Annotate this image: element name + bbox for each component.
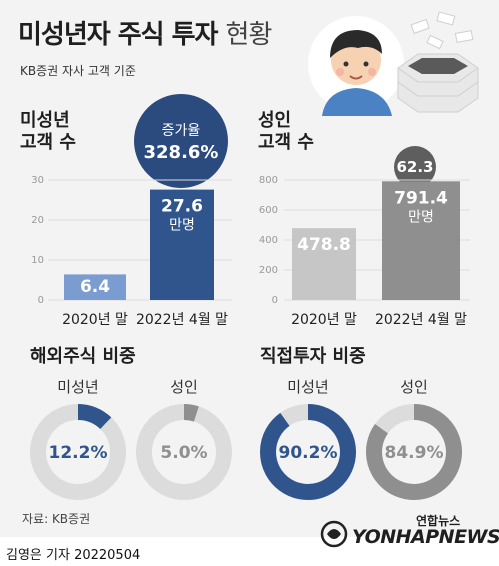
title-main: 미성년자 주식 투자 [18, 20, 218, 50]
minor-bar [64, 274, 126, 300]
direct-donut-value: 84.9% [385, 443, 444, 463]
minor-ytick-label: 10 [31, 255, 44, 266]
adult-bar-value: 478.8 [297, 235, 351, 255]
minor-bar [150, 189, 214, 300]
adult-ytick-label: 600 [259, 205, 278, 216]
adult-customers-line: 성인 고객 수 [258, 110, 314, 153]
adult-bar-value: 791.4 [394, 188, 448, 208]
adult-ytick-label: 200 [259, 265, 278, 276]
minor-ytick-label: 20 [31, 215, 44, 226]
overseas-donut-label: 성인 [170, 378, 198, 396]
adult-x-label: 2020년 말 [291, 312, 357, 328]
byline: 김영은 기자 20220504 [6, 548, 141, 563]
adult-ytick-label: 800 [259, 175, 278, 186]
minor-ytick-label: 30 [31, 175, 44, 186]
adult-ytick-label: 400 [259, 235, 278, 246]
overseas-donut-value: 5.0% [160, 443, 207, 463]
adult-growth-badge: 62.3 [394, 146, 436, 188]
direct-share-label: 직접투자 비중 [260, 346, 366, 367]
subtitle: KB증권 자사 고객 기준 [20, 64, 136, 78]
yonhap-logo-icon [320, 520, 348, 548]
adult-customers-label: 성인 고객 수 [258, 110, 314, 154]
adult-x-label: 2022년 4월 말 [375, 312, 467, 328]
overseas-share-label: 해외주식 비중 [30, 346, 136, 367]
minor-bar-value: 6.4 [80, 277, 110, 297]
adult-bar [382, 181, 460, 300]
page-title: 미성년자 주식 투자 현황 [18, 14, 273, 51]
minor-x-label: 2022년 4월 말 [136, 312, 228, 328]
minor-ytick-label: 0 [38, 295, 44, 306]
adult-growth-value: 62.3 [396, 158, 434, 176]
overseas-donut-label: 미성년 [57, 378, 98, 396]
child-investor-illustration [308, 11, 479, 116]
source-note: 자료: KB증권 [22, 512, 91, 526]
growth-rate-value: 328.6% [143, 141, 219, 163]
growth-rate-badge: 증가율 328.6% [134, 94, 228, 188]
direct-donut-label: 성인 [400, 378, 428, 396]
direct-donut-value: 90.2% [279, 443, 338, 463]
minor-customers-line: 미성년 고객 수 [20, 110, 76, 153]
direct-donut-slice [260, 404, 356, 500]
title-suffix: 현황 [225, 20, 273, 50]
minor-bar-unit: 만명 [169, 218, 195, 234]
minor-bar-value: 27.6 [161, 197, 203, 217]
adult-ytick-label: 0 [272, 295, 278, 306]
direct-donut-slice [366, 404, 462, 500]
overseas-donut-value: 12.2% [49, 443, 108, 463]
overseas-donut-slice [183, 404, 199, 422]
adult-bar-unit: 만명 [408, 209, 434, 225]
logo-english: YONHAPNEWS [352, 526, 499, 548]
minor-customers-label: 미성년 고객 수 [20, 110, 76, 154]
minor-x-label: 2020년 말 [62, 312, 128, 328]
logo-korean: 연합뉴스 [416, 514, 461, 528]
yonhap-logo: 연합뉴스 YONHAPNEWS [318, 512, 499, 552]
direct-donut-label: 미성년 [287, 378, 328, 396]
adult-bar [292, 228, 356, 300]
growth-rate-label: 증가율 [161, 122, 201, 139]
overseas-donut-slice [77, 404, 112, 430]
